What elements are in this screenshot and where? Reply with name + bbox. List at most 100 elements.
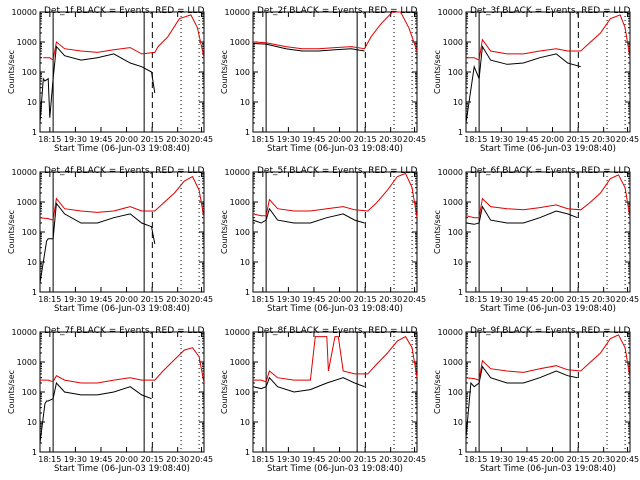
x-tick-label: 20:30 — [166, 455, 189, 464]
y-tick-label: 1 — [32, 288, 37, 297]
series-line-events — [39, 202, 156, 284]
y-tick-label: 10000 — [225, 8, 250, 17]
x-tick-label: 20:45 — [616, 135, 639, 144]
x-axis-label: Start Time (06-Jun-03 19:08:40) — [480, 304, 616, 314]
y-tick-label: 10000 — [225, 168, 250, 177]
panel-det-9f: Det_9f BLACK = Events, RED = LLD 1 10 100 10… — [433, 326, 639, 474]
x-axis-label: Start Time (06-Jun-03 19:08:40) — [480, 464, 616, 474]
series-line-events — [39, 381, 152, 444]
y-tick-label: 1000 — [230, 38, 250, 47]
x-tick-label: 19:45 — [302, 455, 325, 464]
x-tick-label: 20:45 — [403, 135, 426, 144]
x-tick-label: 19:30 — [490, 455, 513, 464]
x-tick-label: 20:30 — [166, 135, 189, 144]
y-tick-label: 100 — [235, 68, 250, 77]
series-line-lld — [465, 334, 631, 381]
plot-frame — [465, 171, 631, 293]
x-tick-label: 19:30 — [277, 135, 300, 144]
y-tick-label: 10000 — [12, 8, 37, 17]
y-tick-label: 10000 — [438, 168, 463, 177]
series-line-lld — [465, 174, 631, 219]
x-tick-label: 20:15 — [354, 295, 377, 304]
x-tick-label: 20:45 — [190, 295, 213, 304]
y-tick-label: 100 — [235, 388, 250, 397]
x-tick-label: 20:30 — [592, 135, 615, 144]
x-tick-label: 20:15 — [567, 135, 590, 144]
series-line-lld — [43, 14, 205, 61]
plot-frame — [39, 171, 205, 293]
x-tick-label: 20:15 — [141, 455, 164, 464]
x-tick-label: 20:15 — [567, 295, 590, 304]
x-tick-label: 19:30 — [277, 295, 300, 304]
y-tick-label: 1000 — [443, 198, 463, 207]
y-tick-label: 1 — [458, 448, 463, 457]
x-tick-label: 19:30 — [277, 455, 300, 464]
series-line-events — [465, 365, 578, 438]
panel-det-8f: Det_8f BLACK = Events, RED = LLD 1 10 100 10… — [220, 326, 426, 474]
x-tick-label: 20:30 — [379, 295, 402, 304]
panel-title: Det_1f BLACK = Events, RED = LLD — [44, 6, 204, 16]
y-tick-label: 100 — [448, 68, 463, 77]
x-axis-label: Start Time (06-Jun-03 19:08:40) — [267, 304, 403, 314]
panel-det-1f: Det_1f BLACK = Events, RED = LLD 1 10 100 10… — [7, 6, 213, 154]
y-tick-label: 100 — [22, 388, 37, 397]
y-tick-label: 100 — [22, 228, 37, 237]
y-tick-label: 1000 — [443, 358, 463, 367]
x-tick-label: 19:30 — [490, 135, 513, 144]
y-tick-label: 10 — [27, 258, 37, 267]
x-tick-label: 19:45 — [302, 295, 325, 304]
series-line-lld — [466, 14, 631, 61]
x-tick-label: 20:00 — [541, 295, 564, 304]
x-tick-label: 18:15 — [251, 455, 274, 464]
x-axis-label: Start Time (06-Jun-03 19:08:40) — [267, 464, 403, 474]
x-tick-label: 20:30 — [592, 455, 615, 464]
x-tick-label: 18:15 — [38, 455, 61, 464]
y-tick-label: 1000 — [443, 38, 463, 47]
panel-det-4f: Det_4f BLACK = Events, RED = LLD 1 10 100 10… — [7, 166, 213, 314]
x-tick-label: 20:45 — [616, 455, 639, 464]
y-tick-label: 10 — [453, 98, 463, 107]
x-tick-label: 19:45 — [302, 135, 325, 144]
y-tick-label: 1000 — [17, 198, 37, 207]
y-tick-label: 10 — [27, 418, 37, 427]
x-tick-label: 20:45 — [616, 295, 639, 304]
y-tick-label: 1 — [245, 128, 250, 137]
x-tick-label: 20:00 — [328, 295, 351, 304]
x-tick-label: 20:15 — [141, 135, 164, 144]
y-tick-label: 10000 — [438, 328, 463, 337]
x-tick-label: 19:45 — [89, 455, 112, 464]
y-axis-label: Counts/sec — [7, 50, 16, 94]
x-tick-label: 20:45 — [403, 295, 426, 304]
panel-det-6f: Det_6f BLACK = Events, RED = LLD 1 10 100 10… — [433, 166, 639, 314]
series-line-events — [465, 205, 578, 225]
y-tick-label: 10 — [453, 258, 463, 267]
y-axis-label: Counts/sec — [220, 370, 229, 414]
y-axis-label: Counts/sec — [433, 50, 442, 94]
y-tick-label: 10 — [240, 418, 250, 427]
y-tick-label: 100 — [448, 388, 463, 397]
x-tick-label: 18:15 — [251, 295, 274, 304]
panel-title: Det_2f BLACK = Events, RED = LLD — [257, 6, 417, 16]
x-tick-label: 20:30 — [592, 295, 615, 304]
x-tick-label: 19:30 — [64, 295, 87, 304]
plot-frame — [39, 11, 205, 133]
x-tick-label: 20:00 — [115, 135, 138, 144]
y-tick-label: 1 — [458, 288, 463, 297]
panel-title: Det_8f BLACK = Events, RED = LLD — [257, 326, 417, 336]
y-tick-label: 100 — [448, 228, 463, 237]
series-line-events — [252, 42, 365, 52]
x-tick-label: 18:15 — [38, 295, 61, 304]
x-tick-label: 20:30 — [379, 135, 402, 144]
plot-frame — [252, 331, 418, 453]
plot-frame — [252, 11, 418, 133]
panel-det-7f: Det_7f BLACK = Events, RED = LLD 1 10 100 10… — [7, 326, 213, 474]
y-tick-label: 10 — [240, 98, 250, 107]
series-line-events — [252, 207, 365, 224]
x-tick-label: 20:00 — [541, 135, 564, 144]
y-tick-label: 1 — [32, 448, 37, 457]
x-axis-label: Start Time (06-Jun-03 19:08:40) — [267, 144, 403, 154]
y-axis-label: Counts/sec — [220, 210, 229, 254]
x-tick-label: 20:00 — [541, 455, 564, 464]
x-tick-label: 20:45 — [190, 135, 213, 144]
